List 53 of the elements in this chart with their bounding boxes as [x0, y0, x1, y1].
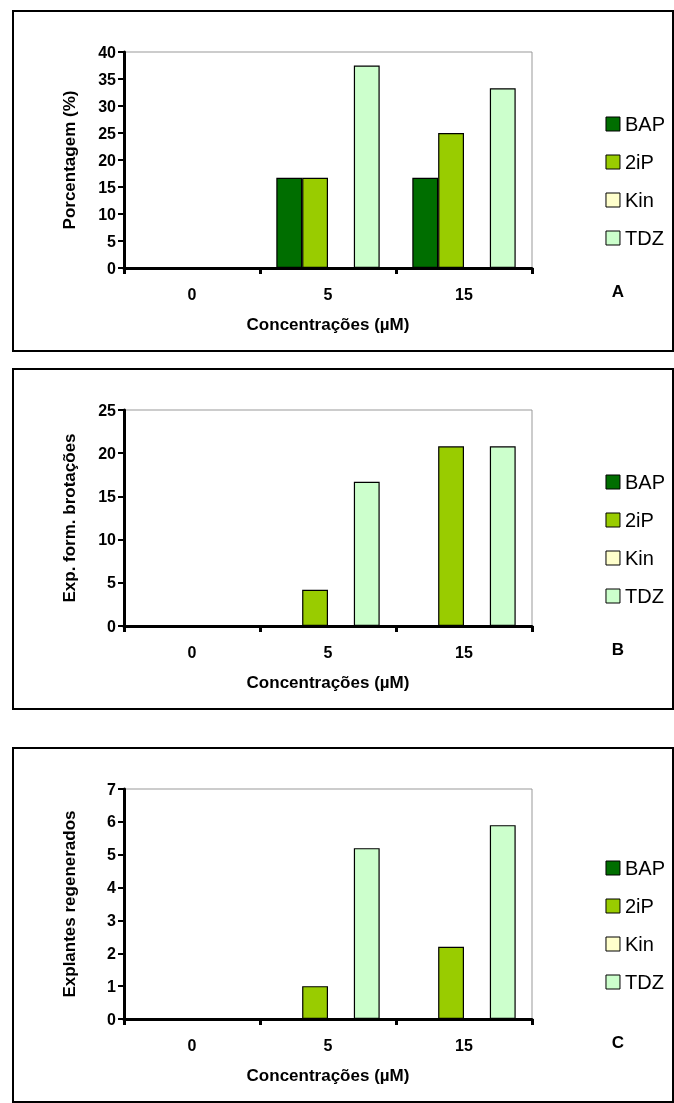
legend-label: Kin — [624, 189, 654, 211]
legend-label: 2iP — [624, 151, 654, 173]
text: C — [611, 1033, 624, 1052]
y-tick-label: 20 — [98, 151, 117, 169]
x-tick-label: 0 — [187, 285, 197, 303]
legend-label: 2iP — [624, 895, 654, 917]
y-tick-label: 15 — [98, 487, 117, 505]
legend-label: TDZ — [624, 227, 664, 249]
y-tick-label: 1 — [107, 977, 117, 995]
y-tick-label: 7 — [107, 780, 117, 798]
y-tick-label: 20 — [98, 444, 117, 462]
y-tick-label: 25 — [98, 124, 117, 142]
x-tick-label: 0 — [187, 1036, 197, 1054]
y-tick-label: 5 — [107, 232, 117, 250]
x-axis-title: Concentrações (µM) — [246, 1066, 410, 1085]
y-tick-label: 3 — [107, 911, 117, 929]
x-tick-label: 5 — [323, 285, 333, 303]
y-tick-label: 0 — [107, 617, 117, 635]
legend-label: BAP — [624, 471, 666, 493]
y-axis-title: Exp. form. brotações — [60, 433, 79, 603]
x-tick-label: 15 — [455, 285, 473, 303]
y-tick-label: 2 — [107, 944, 117, 962]
legend-label: BAP — [624, 113, 666, 135]
y-tick-label: 0 — [107, 1010, 117, 1028]
legend-label: 2iP — [624, 509, 654, 531]
y-tick-label: 5 — [107, 574, 117, 592]
y-tick-label: 0 — [107, 259, 117, 277]
y-tick-label: 4 — [107, 879, 117, 897]
legend-label: TDZ — [624, 585, 664, 607]
y-tick-label: 10 — [98, 531, 117, 549]
y-tick-label: 35 — [98, 70, 117, 88]
y-tick-label: 30 — [98, 97, 117, 115]
y-tick-label: 5 — [107, 846, 117, 864]
y-tick-label: 25 — [98, 401, 117, 419]
x-tick-label: 5 — [323, 1036, 333, 1054]
x-tick-label: 5 — [323, 643, 333, 661]
text: A — [611, 282, 624, 301]
y-axis-title: Porcentagem (%) — [60, 90, 79, 230]
x-tick-label: 15 — [455, 1036, 473, 1054]
y-tick-label: 6 — [107, 813, 117, 831]
legend-label: Kin — [624, 933, 654, 955]
legend-label: Kin — [624, 547, 654, 569]
y-tick-label: 15 — [98, 178, 117, 196]
legend-label: TDZ — [624, 971, 664, 993]
x-axis-title: Concentrações (µM) — [246, 673, 410, 692]
y-axis-title: Explantes regenerados — [60, 810, 79, 998]
y-tick-label: 10 — [98, 205, 117, 223]
x-tick-label: 15 — [455, 643, 473, 661]
text: B — [611, 640, 624, 659]
legend-label: BAP — [624, 857, 666, 879]
y-tick-label: 40 — [98, 43, 117, 61]
x-tick-label: 0 — [187, 643, 197, 661]
x-axis-title: Concentrações (µM) — [246, 315, 410, 334]
